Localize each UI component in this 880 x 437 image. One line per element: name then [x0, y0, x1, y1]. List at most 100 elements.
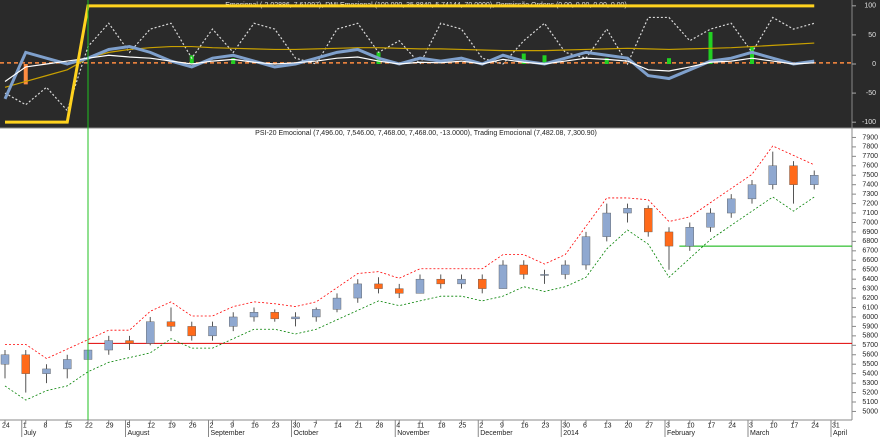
x-tick-label: 12	[147, 422, 155, 429]
candle-body	[561, 264, 570, 275]
x-tick-label: 21	[355, 422, 363, 429]
histogram-bar	[189, 55, 194, 64]
y-tick-label: 7600	[862, 163, 878, 170]
x-tick-label: 9	[500, 422, 504, 429]
y-tick-label: 6300	[862, 285, 878, 292]
x-tick-label: 2	[479, 422, 483, 429]
candle-body	[291, 316, 300, 320]
candle-body	[747, 184, 757, 200]
x-tick-label: 30	[293, 422, 301, 429]
y-tick-label: 5500	[862, 361, 878, 368]
x-tick-label: 6	[583, 422, 587, 429]
x-tick-label: 14	[334, 422, 342, 429]
candle-body	[623, 208, 632, 214]
candle-body	[685, 227, 694, 247]
candle-body	[395, 288, 404, 294]
y-tick-label: 6800	[862, 238, 878, 245]
y-tick-label: 50	[868, 32, 876, 39]
candle-body	[602, 212, 611, 237]
candle-body	[187, 326, 196, 337]
month-label: November	[397, 430, 430, 437]
y-tick-label: 5800	[862, 333, 878, 340]
y-tick-label: 6700	[862, 248, 878, 255]
y-tick-label: 7900	[862, 134, 878, 141]
candle-body	[229, 316, 238, 327]
x-tick-label: 10	[770, 422, 778, 429]
candle-body	[540, 274, 549, 276]
x-tick-label: 5	[127, 422, 131, 429]
candle-body	[332, 297, 342, 310]
x-tick-label: 9	[230, 422, 234, 429]
trading-band	[4, 196, 815, 401]
month-label: August	[128, 430, 150, 437]
x-tick-label: 24	[811, 422, 819, 429]
y-tick-label: 6900	[862, 229, 878, 236]
histogram-bar	[23, 64, 28, 85]
candle-body	[810, 175, 819, 185]
x-tick-label: 29	[106, 422, 114, 429]
x-tick-label: 20	[625, 422, 633, 429]
x-tick-label: 24	[2, 422, 10, 429]
candle-body	[768, 165, 777, 185]
candle-body	[415, 278, 425, 294]
month-label: December	[480, 430, 513, 437]
x-tick-label: 15	[64, 422, 72, 429]
x-tick-label: 10	[687, 422, 695, 429]
x-tick-label: 30	[562, 422, 570, 429]
y-tick-label: 0	[872, 61, 876, 68]
month-label: July	[24, 430, 37, 437]
x-tick-label: 19	[168, 422, 176, 429]
y-tick-label: 5900	[862, 323, 878, 330]
histogram-bar	[604, 58, 609, 64]
x-tick-label: 8	[44, 422, 48, 429]
trading-band	[5, 145, 815, 359]
x-tick-label: 24	[728, 422, 736, 429]
candle-body	[0, 354, 10, 365]
y-tick-label: 5200	[862, 389, 878, 396]
indicator-line	[3, 45, 815, 100]
x-tick-label: 31	[832, 422, 840, 429]
y-tick-label: 5100	[862, 399, 878, 406]
y-tick-label: 5400	[862, 370, 878, 377]
x-tick-label: 23	[542, 422, 550, 429]
y-tick-label: 7800	[862, 144, 878, 151]
candle-body	[104, 340, 113, 351]
y-tick-label: 7200	[862, 200, 878, 207]
x-tick-label: 3	[749, 422, 753, 429]
y-tick-label: -100	[862, 119, 876, 126]
y-tick-label: 7500	[862, 172, 878, 179]
histogram-bar	[521, 53, 526, 64]
x-tick-label: 16	[251, 422, 259, 429]
x-tick-label: 28	[376, 422, 384, 429]
candle-body	[312, 309, 321, 318]
candle-body	[374, 283, 383, 289]
candle-body	[63, 359, 72, 370]
x-tick-label: 2	[210, 422, 214, 429]
x-tick-label: 7	[313, 422, 317, 429]
month-label: October	[294, 430, 320, 437]
candle-body	[664, 231, 674, 247]
x-tick-label: 16	[521, 422, 529, 429]
y-tick-label: 6600	[862, 257, 878, 264]
candle-body	[125, 340, 134, 344]
y-tick-label: 5600	[862, 352, 878, 359]
indicator-panel	[0, 0, 880, 128]
y-tick-label: 5300	[862, 380, 878, 387]
y-tick-label: 7700	[862, 153, 878, 160]
y-tick-label: 6200	[862, 295, 878, 302]
histogram-bar	[542, 55, 547, 64]
candle-body	[270, 312, 279, 320]
x-tick-label: 22	[85, 422, 93, 429]
y-tick-label: 7400	[862, 182, 878, 189]
candle-body	[42, 368, 51, 374]
candle-body	[249, 312, 259, 318]
candle-body	[644, 208, 653, 233]
histogram-bar	[750, 46, 754, 64]
candle-body	[146, 321, 155, 344]
y-tick-label: 6500	[862, 267, 878, 274]
x-tick-label: 13	[604, 422, 612, 429]
y-tick-label: 7100	[862, 210, 878, 217]
candle-body	[727, 198, 736, 214]
